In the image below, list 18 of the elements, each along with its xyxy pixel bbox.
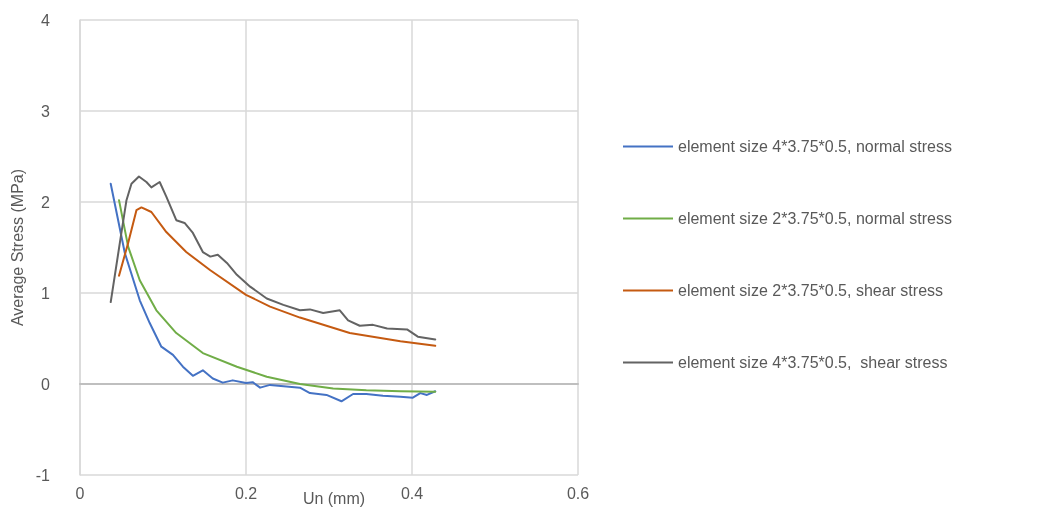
y-tick-label: 2 bbox=[41, 193, 51, 211]
x-tick-label: 0.4 bbox=[400, 484, 424, 502]
y-tick-label: 3 bbox=[41, 102, 51, 120]
line-series bbox=[109, 175, 437, 341]
line-series bbox=[118, 206, 437, 347]
y-tick-label: -1 bbox=[35, 466, 51, 484]
legend-label: element size 4*3.75*0.5, shear stress bbox=[678, 354, 948, 371]
y-tick-label: 0 bbox=[41, 375, 51, 393]
x-tick-label: 0.6 bbox=[566, 484, 590, 502]
y-axis-title: Average Stress (MPa) bbox=[8, 168, 26, 327]
y-tick-label: 4 bbox=[41, 11, 51, 29]
x-tick-label: 0 bbox=[75, 484, 85, 502]
x-axis-title: Un (mm) bbox=[302, 489, 366, 507]
legend-label: element size 2*3.75*0.5, shear stress bbox=[678, 282, 944, 299]
legend-label: element size 2*3.75*0.5, normal stress bbox=[678, 210, 952, 227]
y-tick-label: 1 bbox=[41, 284, 51, 302]
x-tick-label: 0.2 bbox=[234, 484, 258, 502]
legend-label: element size 4*3.75*0.5, normal stress bbox=[678, 138, 952, 155]
